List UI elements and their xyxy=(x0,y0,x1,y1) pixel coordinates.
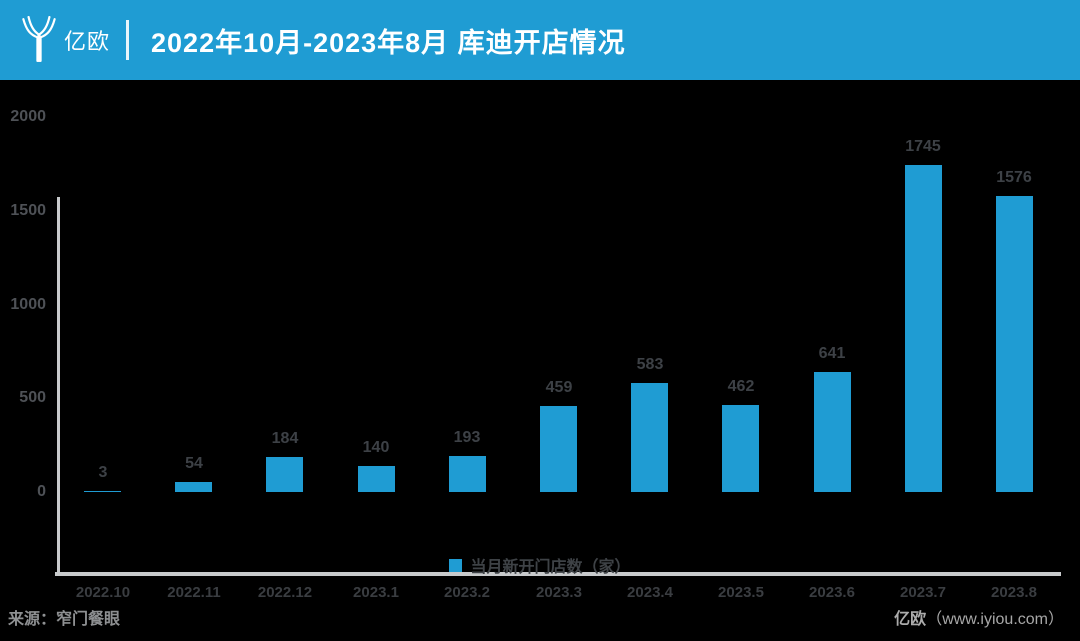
footer-site-url: （www.iyiou.com） xyxy=(926,611,1064,628)
bar-2023.6 xyxy=(814,372,851,492)
iyiou-y-logo-icon xyxy=(22,16,56,62)
x-axis-tick-label: 2022.12 xyxy=(257,584,313,601)
y-axis-tick-label: 1500 xyxy=(10,201,46,219)
brand-logo: 亿欧 xyxy=(20,16,110,64)
bar-value-label: 583 xyxy=(636,356,664,373)
bar-2023.8 xyxy=(996,196,1033,492)
header-divider xyxy=(126,20,130,60)
y-axis-tick-label: 1000 xyxy=(10,295,46,313)
bar-2023.3 xyxy=(540,406,577,492)
y-axis-line xyxy=(57,197,60,574)
source-credit: 来源：窄门餐眼 xyxy=(8,611,121,628)
x-axis-tick-label: 2023.5 xyxy=(718,584,764,601)
bar-value-label: 140 xyxy=(362,439,390,456)
footer-brand: 亿欧 xyxy=(894,611,927,628)
bar-chart: 0 500 1000 1500 2000 3 2022.10 54 2022.11 184 2022… xyxy=(0,80,1080,601)
x-axis-tick-label: 2023.1 xyxy=(353,584,399,601)
x-axis-tick-label: 2023.8 xyxy=(991,584,1037,601)
bar-value-label: 3 xyxy=(98,464,108,481)
x-axis-tick-label: 2022.10 xyxy=(75,584,131,601)
bar-value-label: 641 xyxy=(818,345,846,362)
bar-2023.1 xyxy=(358,466,395,492)
bar-value-label: 462 xyxy=(727,378,755,395)
bar-value-label: 184 xyxy=(271,430,299,447)
footer-bar: 来源：窄门餐眼 亿欧（www.iyiou.com） xyxy=(0,602,1080,632)
legend-label: 当月新开门店数（家） xyxy=(470,559,631,576)
header-bar: 亿欧 2022年10月-2023年8月 库迪开店情况 xyxy=(0,0,1080,80)
x-axis-tick-label: 2023.3 xyxy=(536,584,582,601)
y-axis-tick-label: 2000 xyxy=(10,108,46,125)
bar-2022.10 xyxy=(84,491,121,492)
bar-2023.5 xyxy=(722,405,759,492)
bar-2023.7 xyxy=(905,165,942,492)
bar-2023.4 xyxy=(631,383,668,492)
bar-value-label: 1745 xyxy=(905,138,941,155)
x-axis-tick-label: 2023.6 xyxy=(809,584,855,601)
bar-2023.2 xyxy=(449,456,486,492)
bar-value-label: 193 xyxy=(453,429,481,446)
legend-color-swatch xyxy=(449,558,463,572)
page-title: 2022年10月-2023年8月 库迪开店情况 xyxy=(151,27,626,58)
bar-value-label: 1576 xyxy=(996,169,1032,186)
x-axis-tick-label: 2022.11 xyxy=(167,584,221,601)
chart-legend: 当月新开门店数（家） xyxy=(0,553,1080,577)
site-credit: 亿欧（www.iyiou.com） xyxy=(894,605,1064,629)
y-axis-tick-label: 500 xyxy=(19,389,46,407)
x-axis-tick-label: 2023.7 xyxy=(900,584,946,601)
y-axis-tick-label: 0 xyxy=(37,483,46,500)
bar-2022.11 xyxy=(175,482,212,492)
x-axis-line xyxy=(55,572,1061,576)
x-axis-tick-label: 2023.2 xyxy=(444,584,490,601)
bar-value-label: 459 xyxy=(545,379,573,396)
x-axis-tick-label: 2023.4 xyxy=(627,584,673,601)
bar-2022.12 xyxy=(266,457,303,492)
brand-name: 亿欧 xyxy=(64,29,111,54)
bar-value-label: 54 xyxy=(185,455,203,472)
